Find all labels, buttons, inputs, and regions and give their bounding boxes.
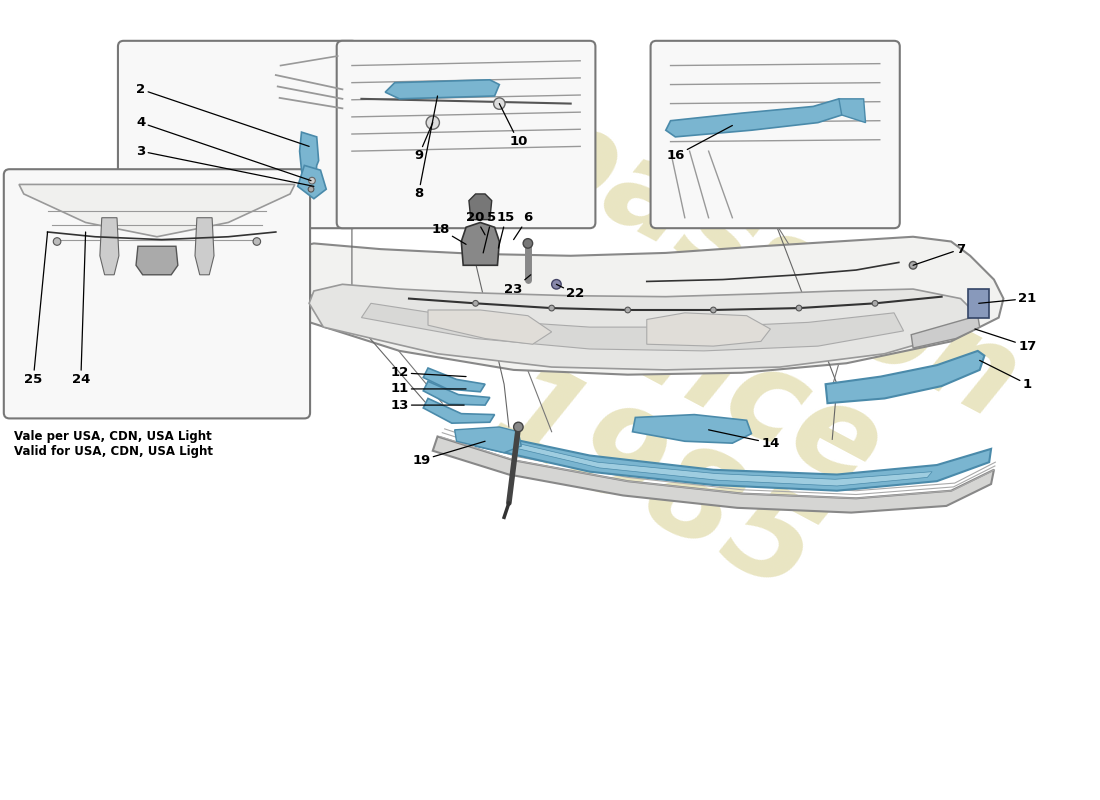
Circle shape [494,98,505,110]
Text: 15: 15 [497,211,515,248]
Text: 21: 21 [979,292,1036,305]
Polygon shape [266,237,1003,374]
Polygon shape [100,218,119,274]
Text: 7: 7 [913,242,965,266]
Circle shape [473,301,478,306]
Polygon shape [826,351,984,403]
FancyBboxPatch shape [3,170,310,418]
FancyBboxPatch shape [118,41,358,228]
FancyBboxPatch shape [337,41,595,228]
Text: 24: 24 [72,232,90,386]
Text: 22: 22 [557,284,584,300]
Text: 4: 4 [136,116,311,181]
Circle shape [309,178,316,184]
Circle shape [426,116,439,130]
Polygon shape [424,382,490,405]
Text: 2: 2 [136,83,309,146]
Polygon shape [493,438,932,486]
Polygon shape [299,132,319,194]
Text: 3: 3 [136,145,314,186]
Polygon shape [309,284,970,370]
Polygon shape [424,398,495,423]
Polygon shape [298,166,327,198]
Polygon shape [839,99,866,122]
Text: 8: 8 [414,96,438,201]
Polygon shape [469,194,492,220]
Text: Valid for USA, CDN, USA Light: Valid for USA, CDN, USA Light [14,445,213,458]
Circle shape [796,306,802,311]
Polygon shape [475,432,991,490]
Text: 5: 5 [483,211,496,253]
Circle shape [625,307,630,313]
Text: 13: 13 [390,398,464,411]
Bar [968,289,989,318]
Circle shape [524,238,532,248]
Text: 20: 20 [466,211,485,235]
Circle shape [552,279,561,289]
Polygon shape [461,222,499,266]
Polygon shape [432,437,994,513]
Circle shape [549,306,554,311]
Text: 12: 12 [390,366,466,379]
Circle shape [711,307,716,313]
Text: Vale per USA, CDN, USA Light: Vale per USA, CDN, USA Light [14,430,212,443]
Text: passion
since
1985: passion since 1985 [387,83,1040,666]
Text: 14: 14 [708,430,780,450]
FancyBboxPatch shape [650,41,900,228]
Text: 18: 18 [431,222,466,244]
Text: 16: 16 [667,126,733,162]
Polygon shape [136,246,178,274]
Text: 19: 19 [412,442,485,466]
Polygon shape [632,414,751,443]
Polygon shape [195,218,214,274]
Polygon shape [911,316,980,348]
Polygon shape [424,368,485,392]
Polygon shape [647,313,770,346]
Text: 11: 11 [390,382,466,395]
Polygon shape [428,310,552,344]
Polygon shape [385,80,499,99]
Polygon shape [19,185,295,237]
Circle shape [910,262,917,269]
Text: 25: 25 [24,232,47,386]
Circle shape [872,301,878,306]
Text: 6: 6 [514,211,532,240]
Circle shape [514,422,524,432]
Text: 17: 17 [975,329,1036,353]
Circle shape [53,238,60,246]
Text: 10: 10 [499,103,528,148]
Text: 23: 23 [505,274,530,295]
Circle shape [308,186,314,192]
Text: 1: 1 [980,360,1032,390]
Polygon shape [454,427,521,453]
Text: 9: 9 [414,122,432,162]
Polygon shape [666,99,847,137]
Polygon shape [362,303,903,351]
Circle shape [253,238,261,246]
